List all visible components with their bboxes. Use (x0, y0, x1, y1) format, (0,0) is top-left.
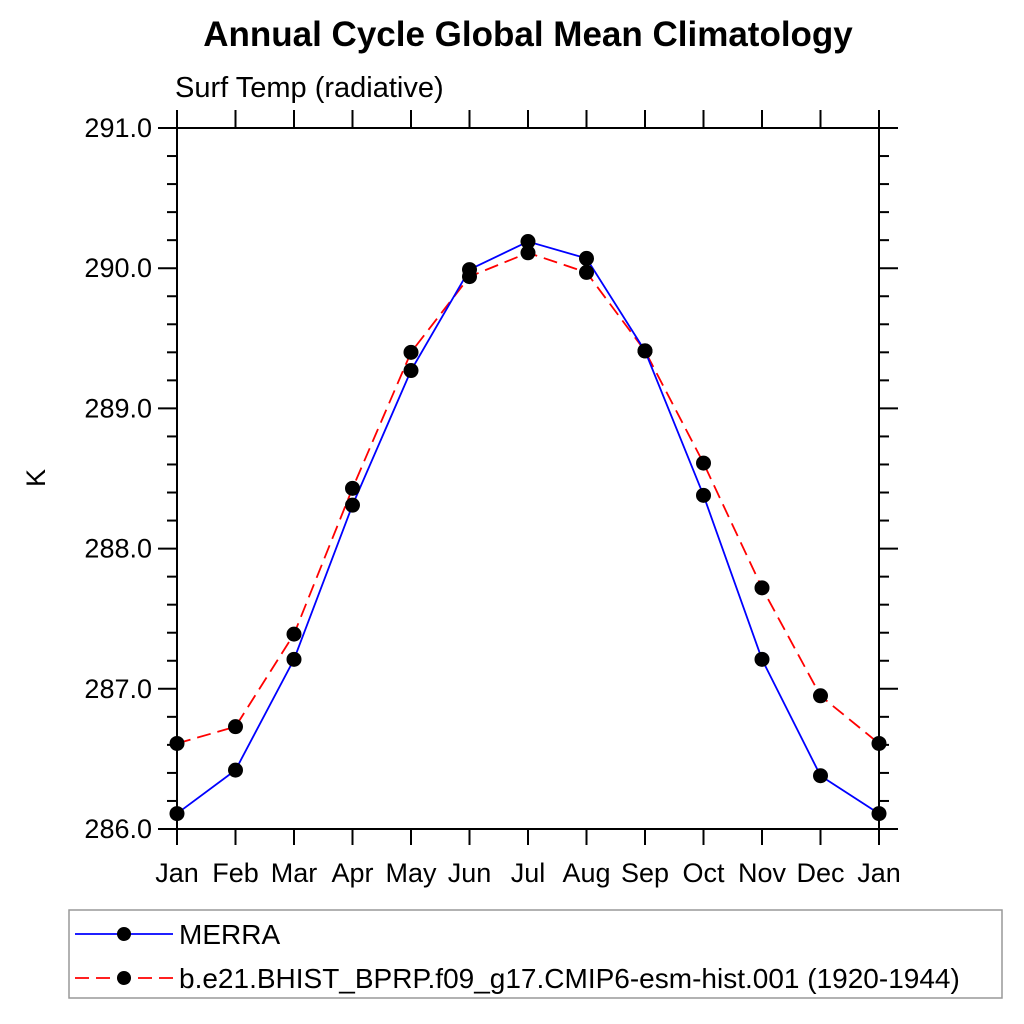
data-point-marker-merra (345, 497, 360, 513)
legend-marker-sample (117, 971, 131, 985)
chart-text-group: Annual Cycle Global Mean Climatology Sur… (21, 15, 853, 487)
data-point-marker-merra (462, 262, 477, 278)
data-point-marker-merra (871, 806, 887, 822)
data-point-marker-model (754, 580, 770, 596)
y-tick-label: 286.0 (84, 814, 152, 844)
series-line-model (176, 251, 880, 745)
x-tick-label: Jul (511, 858, 546, 888)
x-tick-label: Feb (212, 858, 259, 888)
legend-label: b.e21.BHIST_BPRP.f09_g17.CMIP6-esm-hist.… (179, 963, 960, 994)
axes-group: Jan Feb Mar Apr May Jun Jul Aug Sep Oct Nov Dec Jan2… (84, 110, 901, 888)
data-point-marker-model (579, 264, 594, 280)
x-tick-label: Apr (331, 858, 373, 888)
y-tick-label: 291.0 (84, 113, 152, 143)
x-tick-label: Jun (448, 858, 492, 888)
data-point-marker-model (696, 455, 711, 471)
data-point-marker-merra (228, 762, 243, 778)
y-axis-title: K (21, 469, 51, 487)
x-tick-label: Jan (857, 858, 901, 888)
y-tick-label: 289.0 (84, 393, 152, 423)
x-tick-label: May (385, 858, 437, 888)
data-point-marker-merra (169, 806, 185, 822)
data-point-marker-merra (813, 768, 828, 784)
data-point-marker-merra (754, 651, 770, 667)
data-point-marker-model (345, 480, 360, 496)
data-point-marker-merra (579, 250, 594, 266)
legend-box (68, 909, 1003, 999)
data-point-marker-model (813, 688, 828, 704)
y-tick-label: 290.0 (84, 253, 152, 283)
data-point-marker-model (286, 626, 302, 642)
data-point-marker-merra (696, 487, 711, 503)
data-point-marker-merra (286, 651, 302, 667)
data-point-marker-model (169, 735, 185, 751)
series-line-merra (176, 240, 880, 815)
series-group (169, 234, 887, 822)
x-tick-label: Nov (738, 858, 787, 888)
data-point-marker-model (520, 245, 536, 261)
legend-label: MERRA (179, 919, 280, 950)
x-tick-label: Oct (682, 858, 725, 888)
x-tick-label: Aug (562, 858, 610, 888)
data-point-marker-model (228, 719, 243, 735)
chart-title: Annual Cycle Global Mean Climatology (203, 15, 853, 54)
y-tick-label: 287.0 (84, 674, 152, 704)
data-point-marker-model (403, 344, 419, 360)
legend-marker-sample (117, 927, 131, 941)
data-point-marker-merra (637, 343, 653, 359)
plot-frame (176, 127, 880, 830)
data-point-marker-merra (403, 363, 419, 379)
x-tick-label: Jan (155, 858, 199, 888)
y-tick-label: 288.0 (84, 534, 152, 564)
chart-subtitle: Surf Temp (radiative) (175, 72, 444, 104)
data-point-marker-model (871, 735, 887, 751)
x-tick-label: Mar (271, 858, 318, 888)
x-tick-label: Sep (621, 858, 669, 888)
data-point-marker-merra (520, 234, 536, 250)
x-tick-label: Dec (796, 858, 844, 888)
legend: MERRA b.e21.BHIST_BPRP.f09_g17.CMIP6-esm-… (68, 909, 1003, 999)
